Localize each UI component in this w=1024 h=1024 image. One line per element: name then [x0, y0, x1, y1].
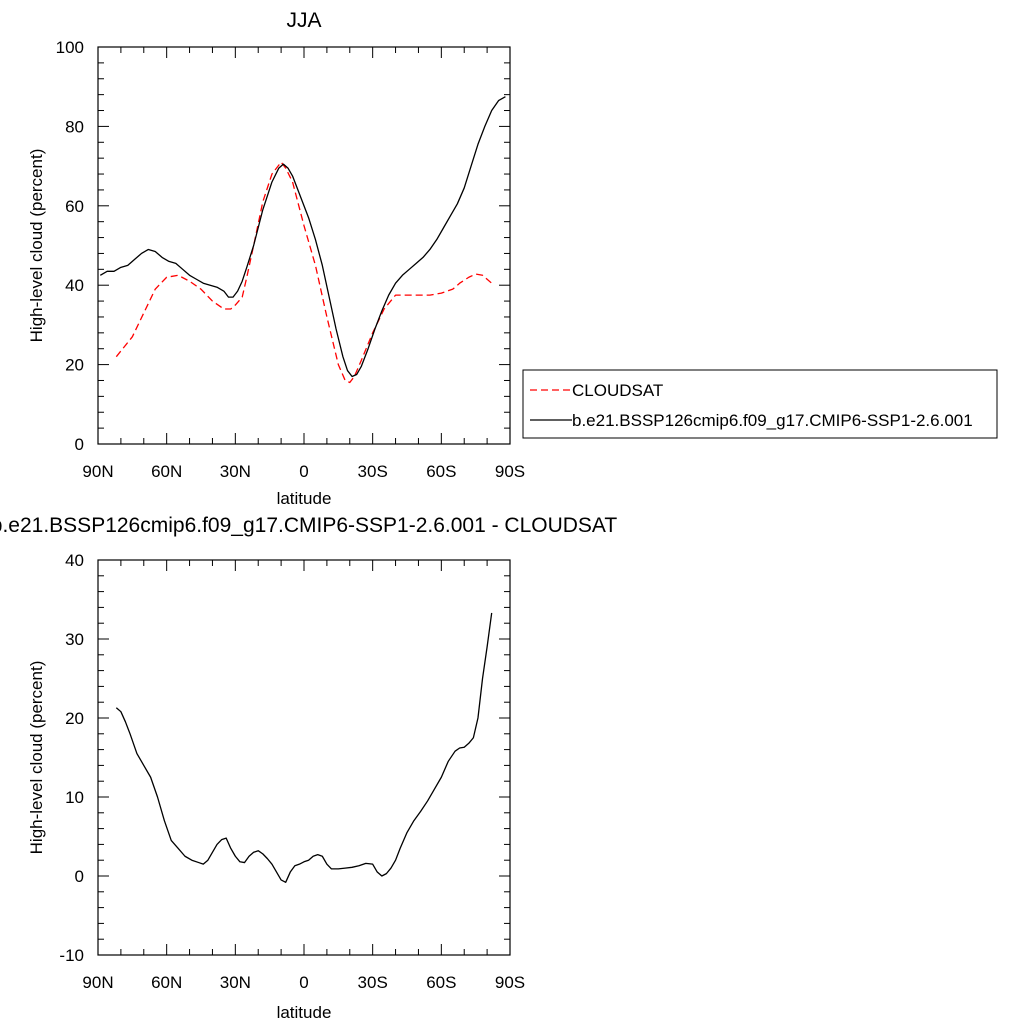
chart-bottom-xlabel: latitude [277, 1003, 332, 1022]
legend-label-cloudsat: CLOUDSAT [572, 381, 663, 400]
chart-top-xtick-label: 60S [426, 462, 456, 481]
legend: CLOUDSAT b.e21.BSSP126cmip6.f09_g17.CMIP… [522, 369, 998, 439]
chart-top-ytick-label: 20 [65, 356, 84, 375]
chart-bottom-xtick-label: 90S [495, 973, 525, 992]
chart-bottom-ytick-label: 20 [65, 709, 84, 728]
chart-top-ytick-label: 100 [56, 38, 84, 57]
chart-bottom-ytick-label: 10 [65, 788, 84, 807]
chart-top-series-line-0 [115, 161, 493, 384]
chart-bottom-ytick-label: 30 [65, 630, 84, 649]
chart-top-xtick-label: 60N [151, 462, 182, 481]
legend-box [522, 369, 998, 439]
chart-top-ytick-label: 60 [65, 197, 84, 216]
chart-top-xtick-label: 30N [220, 462, 251, 481]
chart-bottom-ylabel: High-level cloud (percent) [27, 661, 46, 855]
chart-top-title: JJA [286, 9, 321, 32]
chart-bottom-xtick-label: 60N [151, 973, 182, 992]
chart-top-ytick-label: 80 [65, 117, 84, 136]
chart-top: JJA 90N 60N 30N 0 30S 60S 90S 0 20 40 60 80 100 lati… [27, 9, 525, 508]
chart-bottom-ticks: 90N 60N 30N 0 30S 60S 90S -10 0 10 20 30 40 [59, 551, 525, 992]
chart-bottom-xtick-label: 30N [220, 973, 251, 992]
chart-top-xtick-label: 0 [299, 462, 308, 481]
chart-bottom-series [115, 612, 493, 883]
chart-bottom-xtick-label: 90N [82, 973, 113, 992]
chart-top-xtick-label: 30S [358, 462, 388, 481]
chart-top-series [99, 96, 506, 384]
chart-bottom-ytick-label: 40 [65, 551, 84, 570]
chart-bottom-title: b.e21.BSSP126cmip6.f09_g17.CMIP6-SSP1-2.… [0, 514, 617, 537]
chart-top-ytick-label: 0 [75, 435, 84, 454]
chart-top-ylabel: High-level cloud (percent) [27, 149, 46, 343]
chart-bottom-ytick-label: -10 [59, 946, 84, 965]
chart-top-ticks: 90N 60N 30N 0 30S 60S 90S 0 20 40 60 80 100 [56, 38, 526, 481]
chart-bottom-series-line-0 [115, 612, 493, 883]
chart-top-series-line-1 [99, 96, 506, 378]
chart-bottom-frame [97, 559, 511, 956]
chart-top-ytick-label: 40 [65, 276, 84, 295]
chart-top-frame [97, 46, 511, 445]
chart-bottom-xtick-label: 60S [426, 973, 456, 992]
chart-bottom-xtick-label: 30S [358, 973, 388, 992]
legend-label-model: b.e21.BSSP126cmip6.f09_g17.CMIP6-SSP1-2.… [572, 411, 973, 430]
chart-bottom-xtick-label: 0 [299, 973, 308, 992]
chart-bottom: b.e21.BSSP126cmip6.f09_g17.CMIP6-SSP1-2.… [0, 514, 617, 1022]
chart-top-xlabel: latitude [277, 489, 332, 508]
chart-bottom-ytick-label: 0 [75, 867, 84, 886]
chart-top-xtick-label: 90N [82, 462, 113, 481]
chart-top-xtick-label: 90S [495, 462, 525, 481]
